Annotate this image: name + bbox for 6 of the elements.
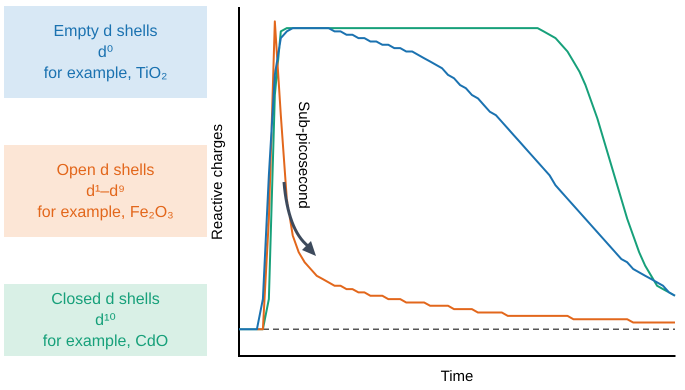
text: Closed d shells d¹⁰ for example, CdO [42, 290, 170, 352]
text: Empty d shells d⁰ for example, TiO₂ [42, 22, 168, 84]
x-axis-title: Time [440, 368, 474, 386]
y-axis-title: Reactive charges [209, 124, 226, 240]
annotation: Sub-picosecond [294, 100, 312, 211]
text: Open d shells d¹–d⁹ for example, Fe₂O₃ [36, 160, 175, 222]
